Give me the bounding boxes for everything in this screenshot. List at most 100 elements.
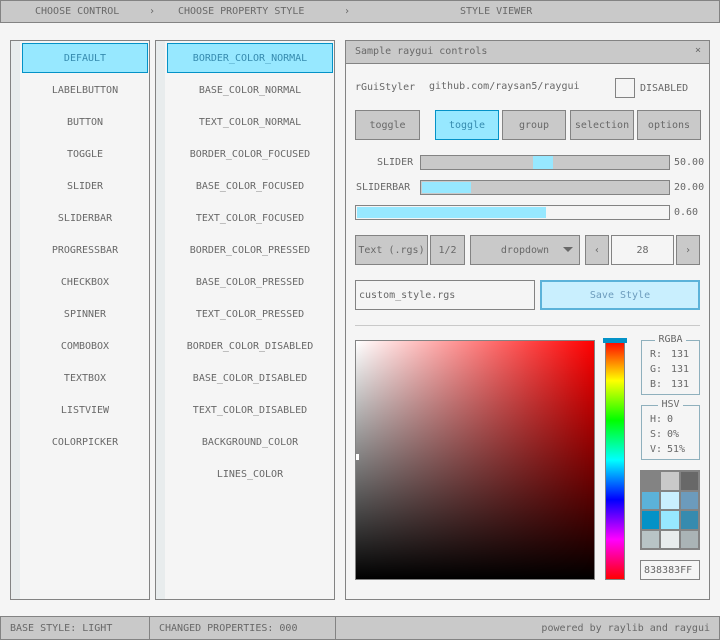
list-item[interactable]: BASE_COLOR_NORMAL [198, 84, 302, 96]
slider-handle[interactable] [533, 156, 553, 169]
dropdown-value: dropdown [500, 244, 550, 256]
list-item[interactable]: SPINNER [63, 308, 107, 320]
list-item[interactable]: TEXT_COLOR_NORMAL [198, 116, 302, 128]
rgba-group: RGBA R: 131 G: 131 B: 131 [641, 334, 700, 395]
disabled-checkbox[interactable] [615, 78, 635, 98]
toggle-group-item[interactable]: options [637, 110, 701, 140]
chevron-right-icon: › [149, 6, 156, 17]
list-item[interactable]: TEXTBOX [63, 372, 107, 384]
dropdown[interactable]: dropdown [470, 235, 580, 265]
list-item[interactable]: BORDER_COLOR_NORMAL [167, 43, 333, 73]
hex-input[interactable]: 838383FF [640, 560, 700, 580]
s-value: 0% [667, 429, 680, 440]
toggle-group-item[interactable]: group [502, 110, 566, 140]
list-item[interactable]: BUTTON [66, 116, 104, 128]
v-label: V: [650, 444, 663, 455]
list-item[interactable]: BORDER_COLOR_PRESSED [189, 244, 311, 256]
b-label: B: [650, 379, 663, 390]
b-value: 131 [671, 379, 690, 390]
palette-swatch[interactable] [642, 511, 660, 529]
list-item[interactable]: BASE_COLOR_DISABLED [192, 372, 308, 384]
list-item[interactable]: TEXT_COLOR_DISABLED [192, 404, 308, 416]
s-label: S: [650, 429, 663, 440]
caret-down-icon [563, 247, 573, 252]
chevron-right-icon: › [344, 6, 351, 17]
palette-swatch[interactable] [680, 472, 698, 490]
h-value: 0 [667, 414, 674, 425]
sliderbar-fill [422, 182, 471, 193]
list-item[interactable]: COLORPICKER [51, 436, 119, 448]
control-list[interactable]: DEFAULT LABELBUTTON BUTTON TOGGLE SLIDER SLID… [10, 40, 150, 600]
status-base-style: BASE STYLE: LIGHT [0, 616, 150, 640]
list-item[interactable]: LINES_COLOR [216, 468, 284, 480]
g-label: G: [650, 364, 663, 375]
palette-swatch[interactable] [661, 530, 679, 548]
list-item[interactable]: TOGGLE [66, 148, 104, 160]
picker-cursor[interactable] [356, 454, 359, 460]
pager-button[interactable]: 1/2 [430, 235, 465, 265]
hue-handle[interactable] [603, 338, 627, 343]
list-item[interactable]: LISTVIEW [60, 404, 110, 416]
list-item[interactable]: SLIDERBAR [57, 212, 113, 224]
step-choose-control[interactable]: CHOOSE CONTROL [35, 6, 120, 17]
spinner-value[interactable]: 28 [611, 235, 674, 265]
github-link[interactable]: github.com/raysan5/raygui [429, 81, 580, 92]
scrollbar[interactable] [156, 41, 165, 599]
status-changed-properties: CHANGED PROPERTIES: 000 [149, 616, 336, 640]
list-item[interactable]: PROGRESSBAR [51, 244, 119, 256]
slider-value: 50.00 [674, 157, 705, 168]
sliderbar-label: SLIDERBAR [356, 182, 411, 193]
palette-swatch[interactable] [661, 491, 679, 509]
color-picker-area[interactable] [355, 340, 595, 580]
disabled-label: DISABLED [640, 83, 689, 94]
list-item[interactable]: LABELBUTTON [51, 84, 119, 96]
list-item[interactable]: CHECKBOX [60, 276, 110, 288]
v-value: 51% [667, 444, 686, 455]
palette-swatch[interactable] [661, 472, 679, 490]
list-item[interactable]: BORDER_COLOR_DISABLED [186, 340, 314, 352]
hsv-title: HSV [658, 399, 683, 410]
spinner-increment[interactable]: › [676, 235, 700, 265]
palette-swatch[interactable] [680, 491, 698, 509]
palette-swatch[interactable] [642, 472, 660, 490]
list-item[interactable]: BORDER_COLOR_FOCUSED [189, 148, 311, 160]
step-style-viewer[interactable]: STYLE VIEWER [460, 6, 533, 17]
hue-bar[interactable] [603, 338, 627, 580]
top-bar: CHOOSE CONTROL › CHOOSE PROPERTY STYLE ›… [0, 0, 720, 23]
palette-swatch[interactable] [642, 530, 660, 548]
separator [355, 325, 700, 326]
slider-label: SLIDER [377, 157, 414, 168]
sliderbar-value: 20.00 [674, 182, 705, 193]
progress-fill [357, 207, 546, 218]
h-label: H: [650, 414, 663, 425]
r-value: 131 [671, 349, 690, 360]
list-item[interactable]: TEXT_COLOR_FOCUSED [195, 212, 305, 224]
list-item[interactable]: BACKGROUND_COLOR [201, 436, 299, 448]
filename-input[interactable]: custom_style.rgs [355, 280, 535, 310]
close-icon[interactable]: × [694, 45, 701, 56]
palette-swatch[interactable] [680, 511, 698, 529]
property-list[interactable]: BORDER_COLOR_NORMAL BASE_COLOR_NORMAL TEXT… [155, 40, 335, 600]
toggle-group-item[interactable]: toggle [435, 110, 499, 140]
save-style-button[interactable]: Save Style [540, 280, 700, 310]
status-powered-by: powered by raylib and raygui [335, 616, 720, 640]
step-choose-property[interactable]: CHOOSE PROPERTY STYLE [178, 6, 305, 17]
slider[interactable] [420, 155, 670, 170]
text-rgs-button[interactable]: Text (.rgs) [355, 235, 428, 265]
palette-swatch[interactable] [642, 491, 660, 509]
scrollbar[interactable] [11, 41, 20, 599]
list-item[interactable]: BASE_COLOR_PRESSED [195, 276, 305, 288]
r-label: R: [650, 349, 663, 360]
list-item[interactable]: DEFAULT [22, 43, 148, 73]
palette-swatch[interactable] [661, 511, 679, 529]
toggle-button[interactable]: toggle [355, 110, 420, 140]
sliderbar[interactable] [420, 180, 670, 195]
list-item[interactable]: COMBOBOX [60, 340, 110, 352]
app-label: rGuiStyler [355, 82, 416, 93]
list-item[interactable]: TEXT_COLOR_PRESSED [195, 308, 305, 320]
palette-swatch[interactable] [680, 530, 698, 548]
list-item[interactable]: BASE_COLOR_FOCUSED [195, 180, 305, 192]
spinner-decrement[interactable]: ‹ [585, 235, 609, 265]
list-item[interactable]: SLIDER [66, 180, 104, 192]
toggle-group-item[interactable]: selection [570, 110, 634, 140]
